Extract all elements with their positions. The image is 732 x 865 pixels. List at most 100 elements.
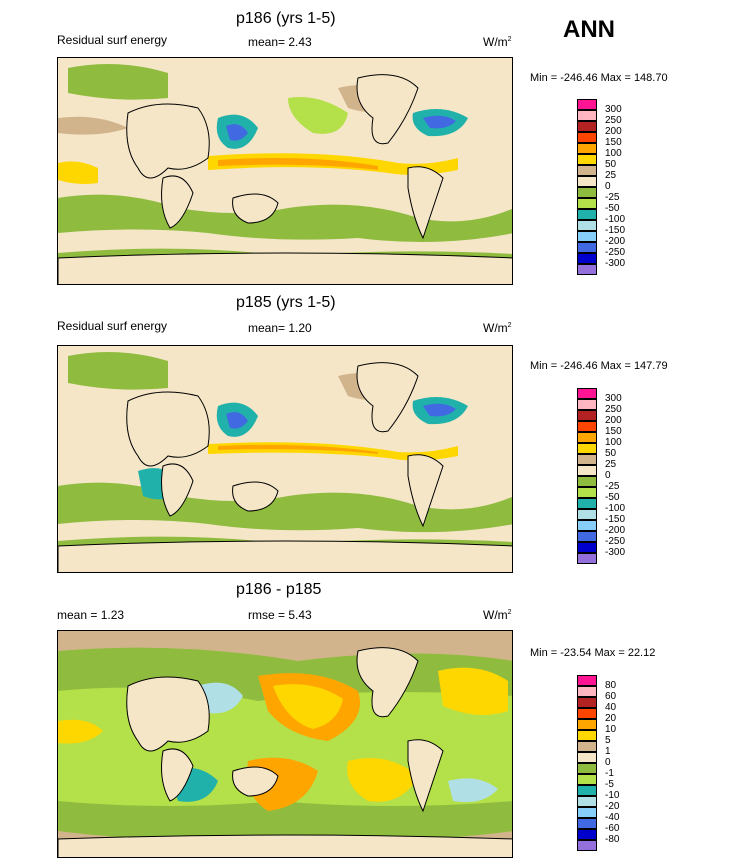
field-region <box>438 667 508 715</box>
colorbar-swatch <box>577 220 597 231</box>
colorbar-swatch <box>577 840 597 851</box>
land-mass <box>161 748 194 802</box>
colorbar-swatch <box>577 99 597 110</box>
panel-2-map-svg <box>58 346 512 572</box>
colorbar-label: 40 <box>605 702 617 713</box>
colorbar-label: -100 <box>605 503 626 514</box>
colorbar-swatch <box>577 198 597 209</box>
field-region <box>288 97 348 134</box>
panel-3-map-svg <box>58 631 512 857</box>
colorbar-label: 250 <box>605 115 622 126</box>
season-label: ANN <box>563 16 615 43</box>
colorbar-label: 25 <box>605 459 617 470</box>
colorbar-swatch <box>577 231 597 242</box>
panel-1-mean: mean= 2.43 <box>248 35 312 49</box>
colorbar-label: -150 <box>605 225 626 236</box>
panel-3-units-text: W/m <box>483 608 508 622</box>
panel-2-mean: mean= 1.20 <box>248 321 312 335</box>
colorbar-label: 1 <box>605 746 611 757</box>
panel-1-map-svg <box>58 58 512 284</box>
colorbar-label: 200 <box>605 415 622 426</box>
field-region <box>68 64 168 100</box>
panel-1-title: p186 (yrs 1-5) <box>236 10 336 27</box>
land-mass <box>356 647 419 718</box>
panel-2-units-text: W/m <box>483 321 508 335</box>
colorbar-label: -25 <box>605 481 620 492</box>
colorbar-label: 300 <box>605 393 622 404</box>
colorbar-label: -300 <box>605 547 626 558</box>
colorbar-label: 0 <box>605 757 611 768</box>
colorbar-swatch <box>577 730 597 741</box>
colorbar-swatch <box>577 553 597 564</box>
panel-3-units: W/m2 <box>483 609 512 621</box>
colorbar-label: -100 <box>605 214 626 225</box>
colorbar-label: -50 <box>605 203 620 214</box>
field-region <box>58 161 98 184</box>
land-mass <box>232 481 279 512</box>
field-region <box>423 403 456 417</box>
panel-1-range: Min = -246.46 Max = 148.70 <box>530 72 668 84</box>
colorbar-label: -40 <box>605 812 620 823</box>
colorbar-swatch <box>577 774 597 785</box>
colorbar-swatch <box>577 542 597 553</box>
panel-3-map <box>57 630 513 858</box>
colorbar-label: -80 <box>605 834 620 845</box>
land-mass <box>161 175 194 229</box>
panel-2-range: Min = -246.46 Max = 147.79 <box>530 360 668 372</box>
field-region <box>226 412 248 429</box>
land-mass <box>126 676 210 752</box>
panel-2-field-label: Residual surf energy <box>57 319 168 333</box>
colorbar-swatch <box>577 520 597 531</box>
colorbar-swatch <box>577 143 597 154</box>
field-region <box>68 352 168 390</box>
colorbar-swatch <box>577 187 597 198</box>
panel-3-rmse: rmse = 5.43 <box>248 608 312 622</box>
colorbar-label: 0 <box>605 470 611 481</box>
colorbar-label: 5 <box>605 735 611 746</box>
colorbar-label: 150 <box>605 426 622 437</box>
colorbar-swatch <box>577 454 597 465</box>
panel-3-mean: mean = 1.23 <box>57 608 125 622</box>
land-mass <box>232 193 279 224</box>
colorbar-swatch <box>577 487 597 498</box>
land-mass <box>407 739 444 813</box>
colorbar-label: 100 <box>605 437 622 448</box>
colorbar-label: -25 <box>605 192 620 203</box>
colorbar-swatch <box>577 154 597 165</box>
panel-1-units-text: W/m <box>483 35 508 49</box>
colorbar-label: 300 <box>605 104 622 115</box>
colorbar-swatch <box>577 498 597 509</box>
colorbar-swatch <box>577 686 597 697</box>
panel-1-map <box>57 57 513 285</box>
colorbar-swatch <box>577 388 597 399</box>
colorbar-swatch <box>577 432 597 443</box>
colorbar-swatch <box>577 476 597 487</box>
colorbar-swatch <box>577 818 597 829</box>
land-mass <box>161 463 194 517</box>
colorbar-label: -10 <box>605 790 620 801</box>
panel-3-units-sup: 2 <box>507 609 512 616</box>
field-region <box>58 116 128 135</box>
colorbar-swatch <box>577 785 597 796</box>
colorbar-swatch <box>577 465 597 476</box>
colorbar-swatch <box>577 796 597 807</box>
colorbar-label: -250 <box>605 536 626 547</box>
panel-3-range: Min = -23.54 Max = 22.12 <box>530 647 656 659</box>
land-mass <box>407 166 444 240</box>
colorbar-swatch <box>577 121 597 132</box>
colorbar-label: 50 <box>605 448 617 459</box>
colorbar-label: 60 <box>605 691 617 702</box>
colorbar-swatch <box>577 763 597 774</box>
colorbar-swatch <box>577 264 597 275</box>
field-region <box>448 778 498 803</box>
land-mass <box>407 454 444 528</box>
colorbar-swatch <box>577 807 597 818</box>
colorbar-swatch <box>577 410 597 421</box>
colorbar-swatch <box>577 719 597 730</box>
colorbar-label: 25 <box>605 170 617 181</box>
colorbar-swatch <box>577 399 597 410</box>
panel-1-field-label: Residual surf energy <box>57 33 168 47</box>
colorbar-swatch <box>577 741 597 752</box>
panel-2-title: p185 (yrs 1-5) <box>236 294 336 311</box>
field-region <box>273 684 343 729</box>
